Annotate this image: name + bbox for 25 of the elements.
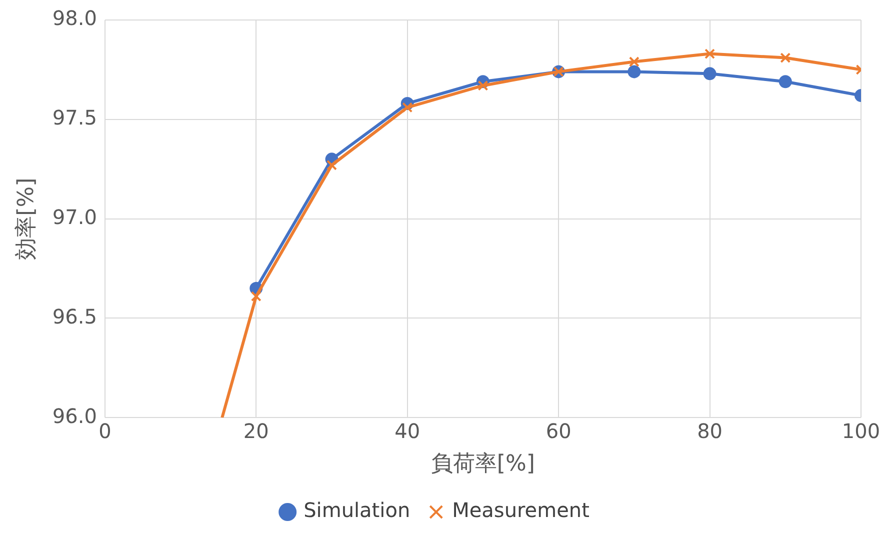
legend-label: Measurement [452, 498, 590, 522]
y-tick-label: 96.5 [52, 304, 97, 328]
y-tick-label: 97.0 [52, 205, 97, 230]
point [628, 56, 640, 67]
x-axis-title: 負荷率[%] [430, 452, 536, 477]
y-tick-label: 98.0 [52, 6, 97, 30]
x-tick-label: 0 [98, 418, 112, 443]
point [250, 291, 262, 302]
y-tick-label: 97.5 [52, 106, 97, 130]
point [478, 80, 488, 91]
x-tick-label: 100 [842, 418, 880, 443]
x-tick-label: 20 [243, 418, 269, 443]
point [703, 67, 716, 80]
y-tick-label: 96.0 [52, 404, 97, 428]
point [326, 160, 337, 170]
point [780, 52, 791, 64]
x-tick-label: 80 [697, 418, 723, 443]
point [402, 102, 413, 113]
y-axis-title: 効率[%] [14, 178, 39, 260]
x-tick-label: 60 [546, 418, 572, 443]
point [778, 75, 792, 88]
legend-label: Simulation [304, 498, 410, 522]
point [704, 48, 716, 60]
x-tick-label: 40 [394, 418, 420, 443]
point [628, 65, 641, 78]
